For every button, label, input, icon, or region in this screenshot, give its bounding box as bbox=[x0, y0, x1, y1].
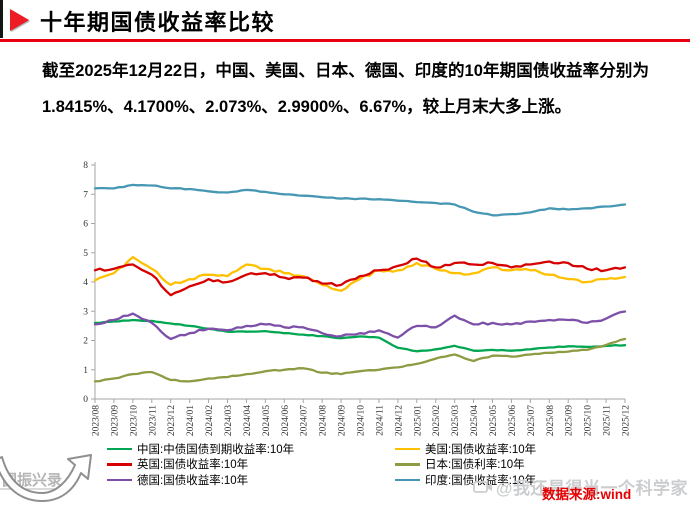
svg-text:4: 4 bbox=[83, 278, 88, 288]
svg-text:2025/09: 2025/09 bbox=[565, 405, 575, 436]
svg-text:2025/04: 2025/04 bbox=[470, 405, 480, 436]
svg-text:2024/08: 2024/08 bbox=[319, 405, 329, 436]
svg-text:2024/05: 2024/05 bbox=[262, 405, 272, 436]
svg-text:2024/04: 2024/04 bbox=[243, 405, 253, 436]
title-divider-rule bbox=[0, 39, 690, 42]
svg-text:2024/01: 2024/01 bbox=[186, 405, 196, 436]
svg-text:5: 5 bbox=[83, 249, 88, 259]
svg-text:2025/07: 2025/07 bbox=[527, 405, 537, 436]
svg-text:2025/05: 2025/05 bbox=[489, 405, 499, 436]
svg-text:2025/02: 2025/02 bbox=[432, 405, 442, 436]
svg-text:2024/09: 2024/09 bbox=[338, 405, 348, 436]
bond-yield-line-chart: 0 1 2 3 4 5 6 7 8 2023/08 2023/09 2023/10 2023/11 202… bbox=[83, 161, 632, 436]
legend-line-swatch-japan bbox=[395, 463, 420, 466]
legend-column-left: 中国:中债国债到期收益率:10年 英国:国债收益率:10年 德国:国债收益率:1… bbox=[107, 441, 294, 488]
svg-text:6: 6 bbox=[83, 220, 88, 230]
svg-text:1: 1 bbox=[83, 366, 88, 376]
legend-line-swatch-india bbox=[395, 478, 420, 482]
svg-text:2025/03: 2025/03 bbox=[451, 405, 461, 436]
legend-item-us: 美国:国债收益率:10年 bbox=[395, 441, 536, 457]
legend-label-uk: 英国:国债收益率:10年 bbox=[137, 459, 249, 472]
svg-text:2024/11: 2024/11 bbox=[375, 405, 385, 436]
legend-line-swatch-germany bbox=[107, 478, 132, 482]
legend-label-us: 美国:国债收益率:10年 bbox=[425, 443, 537, 456]
svg-text:0: 0 bbox=[83, 395, 88, 405]
svg-text:2024/06: 2024/06 bbox=[281, 405, 291, 436]
screen-edge-artifact bbox=[0, 0, 3, 38]
watermark-handle: @我还是得当一个科学家 bbox=[495, 479, 688, 498]
svg-text:2024/03: 2024/03 bbox=[224, 405, 234, 436]
legend-line-swatch-uk bbox=[107, 463, 132, 466]
legend-column-right: 美国:国债收益率:10年 日本:国债利率:10年 印度:国债收益率:10年 bbox=[395, 441, 536, 488]
summary-paragraph: 截至2025年12月22日，中国、美国、日本、德国、印度的10年期国债收益率分别… bbox=[42, 62, 649, 116]
legend-item-germany: 德国:国债收益率:10年 bbox=[107, 472, 294, 488]
legend-item-japan: 日本:国债利率:10年 bbox=[395, 457, 536, 473]
svg-text:2025/12: 2025/12 bbox=[622, 405, 632, 436]
legend-item-india: 印度:国债收益率:10年 bbox=[395, 472, 536, 488]
svg-text:2023/09: 2023/09 bbox=[110, 405, 120, 436]
svg-text:2025/01: 2025/01 bbox=[413, 405, 423, 436]
author-watermark: @我还是得当一个科学家 bbox=[473, 474, 688, 499]
legend-item-china: 中国:中债国债到期收益率:10年 bbox=[107, 441, 294, 457]
svg-text:2025/10: 2025/10 bbox=[584, 405, 594, 436]
legend-item-uk: 英国:国债收益率:10年 bbox=[107, 457, 294, 473]
svg-text:2: 2 bbox=[83, 337, 88, 347]
svg-text:2023/08: 2023/08 bbox=[92, 405, 102, 436]
legend-label-germany: 德国:国债收益率:10年 bbox=[137, 474, 249, 487]
legend-label-china: 中国:中债国债到期收益率:10年 bbox=[137, 443, 295, 456]
svg-text:2023/12: 2023/12 bbox=[167, 405, 177, 436]
svg-text:2023/10: 2023/10 bbox=[129, 405, 139, 436]
svg-text:8: 8 bbox=[83, 161, 88, 171]
legend-label-japan: 日本:国债利率:10年 bbox=[425, 459, 525, 472]
swoosh-arrow-logo-icon: 国振兴录 bbox=[0, 454, 92, 502]
legend-label-india: 印度:国债收益率:10年 bbox=[425, 474, 537, 487]
svg-text:3: 3 bbox=[83, 307, 88, 317]
camera-icon bbox=[473, 481, 492, 493]
svg-text:2024/10: 2024/10 bbox=[357, 405, 367, 436]
legend-line-swatch-china bbox=[107, 447, 132, 451]
svg-text:2025/11: 2025/11 bbox=[603, 405, 613, 436]
title-marker-red-triangle-icon bbox=[10, 9, 29, 31]
data-source-note: 数据来源:wind bbox=[542, 487, 632, 502]
legend-line-swatch-us bbox=[395, 447, 420, 451]
svg-text:2024/12: 2024/12 bbox=[394, 405, 404, 436]
svg-text:2024/02: 2024/02 bbox=[205, 405, 215, 436]
svg-text:2025/06: 2025/06 bbox=[508, 405, 518, 436]
svg-text:7: 7 bbox=[83, 190, 88, 200]
svg-text:2025/08: 2025/08 bbox=[546, 405, 556, 436]
svg-text:2023/11: 2023/11 bbox=[148, 405, 158, 436]
svg-text:2024/07: 2024/07 bbox=[300, 405, 310, 436]
page-title: 十年期国债收益率比较 bbox=[40, 10, 276, 35]
